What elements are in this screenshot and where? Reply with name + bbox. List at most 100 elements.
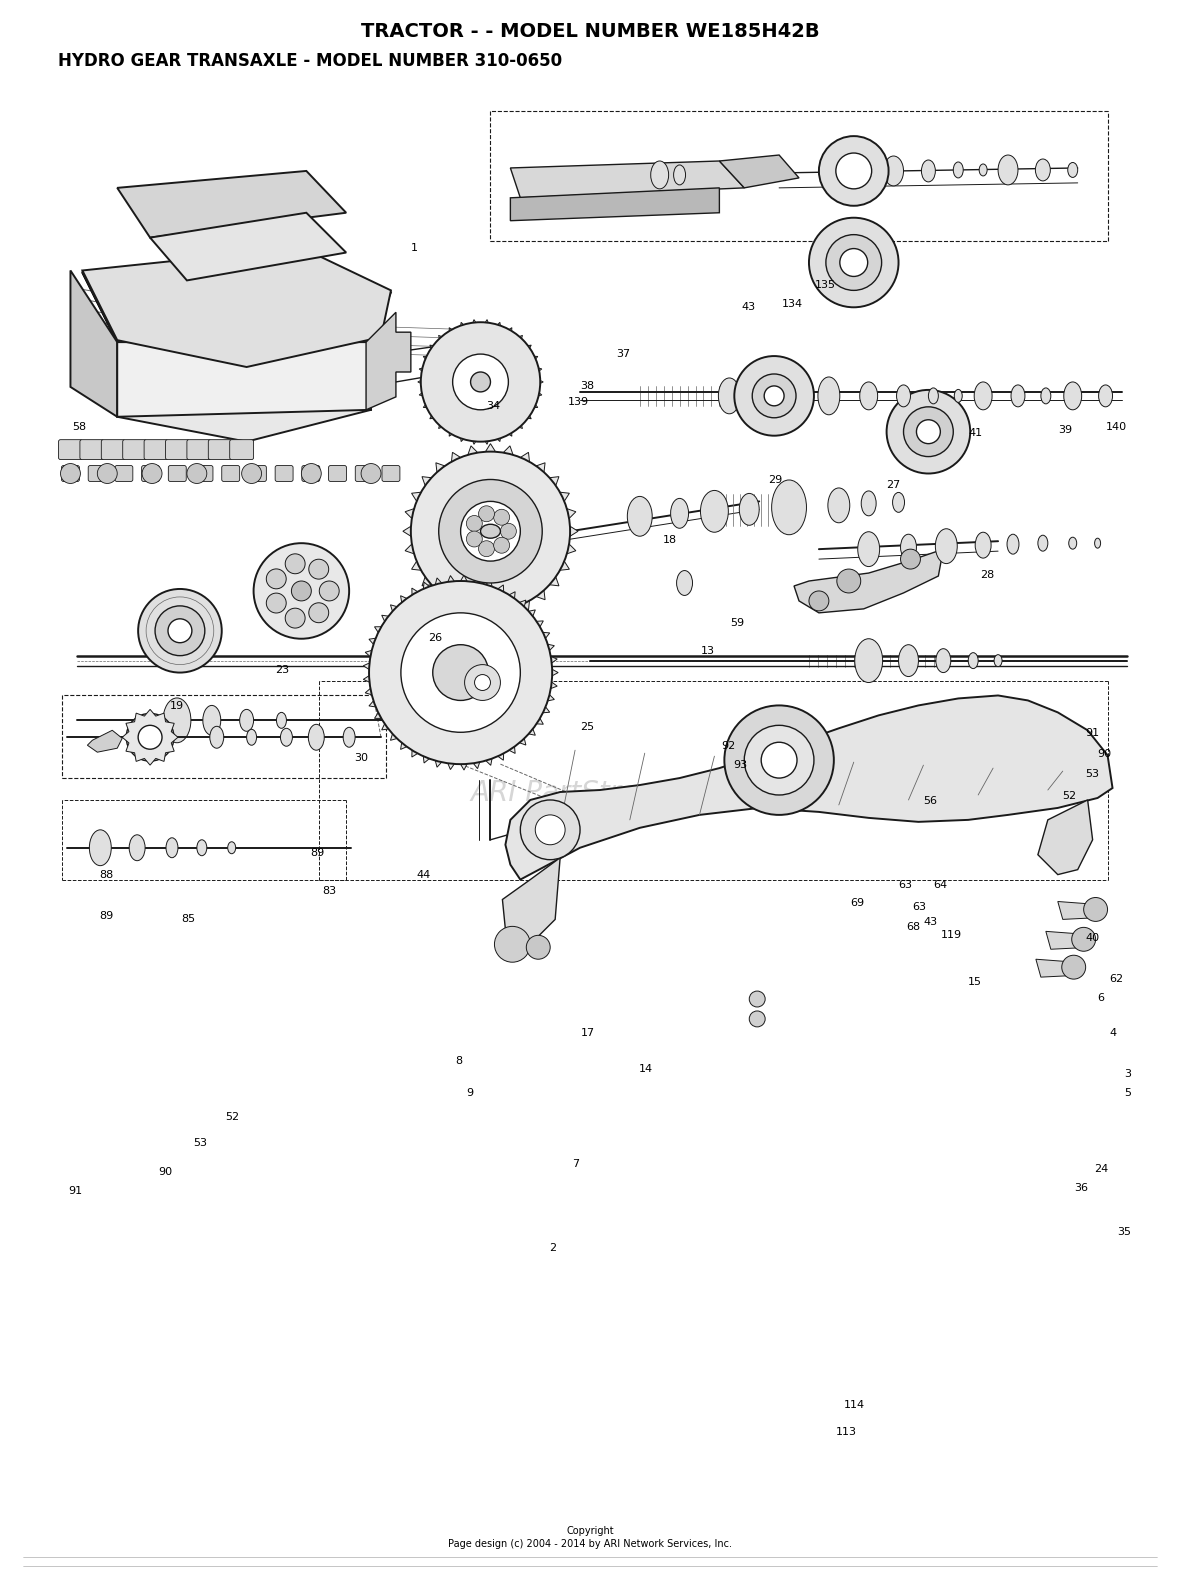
Ellipse shape — [166, 837, 178, 858]
Text: 23: 23 — [275, 665, 289, 676]
Text: 53: 53 — [1086, 769, 1100, 779]
Circle shape — [917, 420, 940, 444]
Circle shape — [320, 580, 339, 601]
Text: 64: 64 — [933, 880, 948, 890]
Ellipse shape — [979, 163, 988, 176]
Polygon shape — [1057, 901, 1102, 920]
Circle shape — [267, 569, 287, 588]
FancyBboxPatch shape — [169, 466, 186, 482]
Ellipse shape — [228, 842, 236, 853]
Text: 35: 35 — [1117, 1228, 1132, 1237]
Circle shape — [752, 374, 796, 417]
Text: 38: 38 — [581, 381, 595, 390]
Text: 30: 30 — [354, 753, 368, 763]
Circle shape — [254, 542, 349, 639]
Circle shape — [433, 644, 489, 701]
Circle shape — [286, 607, 306, 628]
Circle shape — [494, 926, 530, 963]
Ellipse shape — [719, 377, 740, 414]
Text: 25: 25 — [581, 722, 595, 731]
Text: 91: 91 — [68, 1186, 83, 1196]
Circle shape — [493, 509, 510, 525]
Ellipse shape — [998, 155, 1018, 186]
Text: 5: 5 — [1125, 1088, 1132, 1098]
Polygon shape — [150, 213, 346, 281]
FancyBboxPatch shape — [61, 466, 79, 482]
Text: Copyright: Copyright — [566, 1526, 614, 1535]
Circle shape — [500, 523, 517, 539]
Text: 63: 63 — [912, 902, 926, 912]
Circle shape — [761, 742, 796, 779]
Circle shape — [1071, 928, 1095, 952]
Ellipse shape — [308, 725, 325, 750]
Ellipse shape — [900, 534, 917, 560]
Circle shape — [536, 815, 565, 845]
Text: 89: 89 — [99, 910, 113, 921]
Circle shape — [460, 501, 520, 561]
Circle shape — [421, 322, 540, 441]
Ellipse shape — [129, 834, 145, 861]
Ellipse shape — [197, 839, 206, 856]
Ellipse shape — [1011, 385, 1025, 408]
Text: 36: 36 — [1074, 1183, 1088, 1193]
Text: 6: 6 — [1097, 993, 1104, 1004]
Polygon shape — [83, 251, 391, 373]
Text: 14: 14 — [640, 1064, 654, 1074]
Circle shape — [479, 541, 494, 557]
Circle shape — [749, 1010, 765, 1026]
Circle shape — [126, 714, 173, 761]
FancyBboxPatch shape — [165, 439, 190, 460]
Circle shape — [479, 506, 494, 522]
Polygon shape — [1045, 931, 1090, 950]
Polygon shape — [366, 312, 411, 409]
Polygon shape — [511, 162, 745, 198]
Text: 90: 90 — [1097, 749, 1112, 758]
Ellipse shape — [922, 160, 936, 182]
Ellipse shape — [163, 698, 191, 742]
Text: 41: 41 — [968, 428, 982, 438]
Ellipse shape — [854, 639, 883, 682]
Text: 43: 43 — [924, 917, 938, 928]
Text: 44: 44 — [417, 871, 431, 880]
Polygon shape — [402, 444, 578, 619]
Circle shape — [809, 592, 828, 611]
Polygon shape — [511, 187, 720, 220]
Circle shape — [826, 235, 881, 290]
Text: 3: 3 — [1125, 1069, 1132, 1078]
Text: 59: 59 — [729, 617, 743, 628]
Text: 92: 92 — [721, 741, 735, 750]
FancyBboxPatch shape — [382, 466, 400, 482]
Text: 37: 37 — [616, 349, 630, 358]
Text: 135: 135 — [814, 279, 835, 290]
Ellipse shape — [898, 644, 918, 677]
Ellipse shape — [674, 165, 686, 186]
Circle shape — [520, 799, 581, 860]
Circle shape — [267, 593, 287, 614]
Circle shape — [819, 136, 889, 206]
Circle shape — [309, 603, 329, 623]
FancyBboxPatch shape — [144, 439, 168, 460]
Circle shape — [1083, 898, 1108, 921]
Polygon shape — [503, 858, 560, 950]
Text: 34: 34 — [486, 401, 500, 411]
Text: 113: 113 — [835, 1427, 857, 1437]
Text: 29: 29 — [768, 476, 782, 485]
Circle shape — [411, 452, 570, 611]
Circle shape — [526, 936, 550, 960]
Ellipse shape — [1095, 538, 1101, 549]
Text: 93: 93 — [733, 760, 747, 769]
Text: 89: 89 — [310, 849, 325, 858]
Circle shape — [734, 357, 814, 436]
Ellipse shape — [884, 155, 904, 186]
Circle shape — [439, 479, 543, 584]
Text: 85: 85 — [182, 914, 196, 925]
Text: 52: 52 — [224, 1112, 238, 1121]
Text: 134: 134 — [781, 298, 802, 309]
Polygon shape — [720, 155, 799, 187]
Ellipse shape — [828, 488, 850, 523]
Ellipse shape — [628, 496, 653, 536]
Polygon shape — [505, 696, 1113, 880]
Ellipse shape — [670, 498, 689, 528]
Circle shape — [1062, 955, 1086, 979]
Ellipse shape — [1035, 159, 1050, 181]
